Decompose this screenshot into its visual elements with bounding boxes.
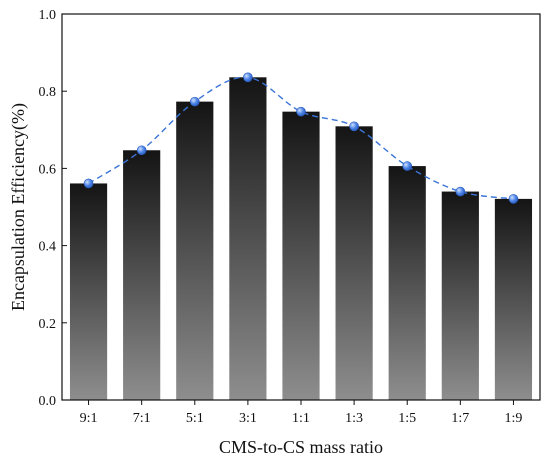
- trend-line: [88, 76, 514, 200]
- x-axis-ticks: 9:1 7:1 5:1 3:1 1:1 1:3 1:5 1:7 1:9: [80, 400, 522, 426]
- trend-point-9-1: [83, 178, 94, 189]
- x-tick-label: 7:1: [133, 411, 151, 426]
- y-axis-title: Encapsulation Efficiency(%): [8, 103, 29, 311]
- bar-9-1: [69, 183, 108, 400]
- y-tick-label: 0.4: [39, 240, 57, 255]
- y-tick-label: 0.0: [39, 394, 57, 409]
- bar-7-1: [123, 150, 161, 400]
- y-tick-label: 1.0: [39, 8, 57, 23]
- trend-point-1-3: [349, 121, 359, 132]
- bar-1-7: [441, 191, 479, 400]
- x-tick-label: 9:1: [80, 411, 98, 426]
- y-tick-label: 0.8: [39, 85, 57, 100]
- bar-5-1: [176, 101, 214, 400]
- x-tick-label: 1:3: [345, 411, 363, 426]
- trend-point-1-5: [402, 161, 413, 171]
- trend-point-1-7: [455, 186, 466, 197]
- x-axis-title: CMS-to-CS mass ratio: [219, 437, 383, 457]
- bar-1-1: [282, 111, 320, 401]
- bars-layer: [69, 77, 533, 401]
- bar-1-3: [335, 126, 373, 401]
- x-tick-label: 1:7: [451, 411, 469, 426]
- trend-line-layer: [83, 72, 519, 204]
- trend-point-1-1: [296, 106, 306, 117]
- trend-point-5-1: [189, 96, 200, 107]
- y-axis-ticks: 0.0 0.2 0.4 0.6 0.8 1.0: [39, 8, 67, 409]
- x-tick-label: 3:1: [239, 411, 257, 426]
- trend-point-3-1: [243, 72, 253, 83]
- y-tick-label: 0.2: [39, 317, 57, 332]
- x-tick-label: 1:5: [398, 411, 416, 426]
- bar-3-1: [229, 77, 267, 400]
- trend-point-1-9: [508, 194, 519, 204]
- trend-point-7-1: [136, 145, 147, 156]
- bar-1-9: [494, 198, 533, 400]
- x-tick-label: 1:9: [504, 411, 522, 426]
- bar-1-5: [388, 166, 426, 400]
- x-tick-label: 5:1: [186, 411, 204, 426]
- y-tick-label: 0.6: [39, 162, 57, 177]
- x-tick-label: 1:1: [292, 411, 310, 426]
